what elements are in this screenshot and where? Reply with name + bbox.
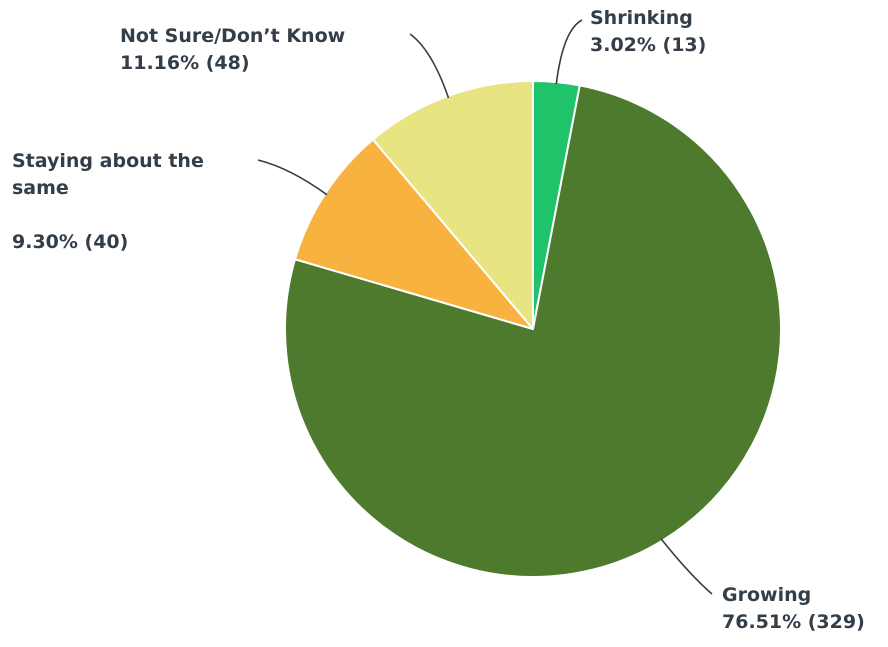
slice-label-growing: Growing 76.51% (329) bbox=[722, 582, 865, 636]
slice-label-staying: Staying about the same 9.30% (40) bbox=[12, 148, 257, 256]
leader-line-staying bbox=[257, 159, 328, 196]
slice-label-shrinking: Shrinking 3.02% (13) bbox=[590, 5, 706, 59]
slice-name-shrinking: Shrinking bbox=[590, 7, 693, 29]
leader-line-shrinking bbox=[555, 19, 583, 85]
slice-name-growing: Growing bbox=[722, 584, 812, 606]
slice-value-shrinking: 3.02% (13) bbox=[590, 34, 707, 56]
slice-value-not-sure: 11.16% (48) bbox=[120, 52, 250, 74]
leader-line-not-sure bbox=[409, 33, 450, 99]
slice-name-not-sure: Not Sure/Don’t Know bbox=[120, 25, 346, 47]
slice-name-staying: Staying about the same bbox=[12, 150, 204, 199]
slice-value-growing: 76.51% (329) bbox=[722, 611, 865, 633]
slice-label-not-sure: Not Sure/Don’t Know 11.16% (48) bbox=[120, 23, 345, 77]
slice-value-staying: 9.30% (40) bbox=[12, 231, 129, 253]
leader-line-growing bbox=[660, 538, 713, 595]
